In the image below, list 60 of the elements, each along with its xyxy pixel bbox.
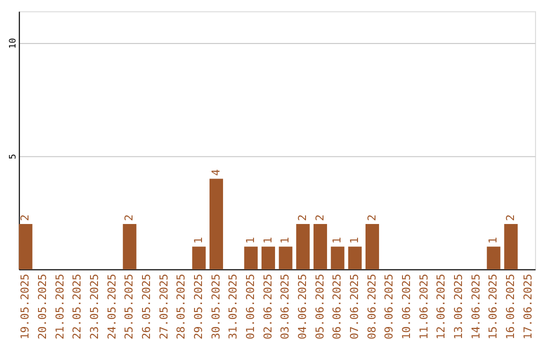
x-tick-label: 15.06.2025: [486, 274, 500, 340]
y-tick-label: 10: [8, 38, 18, 49]
x-tick-label: 21.05.2025: [53, 274, 66, 340]
bar: [244, 246, 258, 270]
x-tick-label: 27.05.2025: [157, 274, 170, 340]
x-tick-label: 19.05.2025: [18, 274, 32, 340]
y-tick-label: 5: [8, 154, 18, 160]
bar: [278, 246, 292, 270]
bar: [504, 224, 518, 270]
bar: [366, 224, 380, 270]
x-tick-label: 14.06.2025: [469, 274, 482, 340]
x-tick-label: 30.05.2025: [209, 274, 222, 340]
data-label: 2: [18, 214, 32, 222]
x-tick-label: 20.05.2025: [36, 274, 49, 340]
bar: [18, 224, 32, 270]
data-label: 1: [348, 237, 361, 244]
x-tick-label: 12.06.2025: [434, 274, 448, 340]
bar: [210, 178, 224, 270]
data-label: 1: [330, 237, 344, 244]
x-tick-label: 25.05.2025: [122, 274, 136, 340]
x-tick-label: 16.06.2025: [504, 274, 517, 340]
data-label: 2: [296, 214, 309, 222]
bar: [192, 246, 206, 270]
x-tick-label: 31.05.2025: [226, 274, 240, 340]
x-tick-label: 08.06.2025: [365, 274, 378, 340]
data-label: 2: [365, 214, 378, 222]
data-label: 4: [209, 168, 222, 176]
x-tick-label: 02.06.2025: [261, 274, 274, 340]
x-tick-label: 04.06.2025: [296, 274, 309, 340]
bar: [348, 246, 362, 270]
x-tick-label: 10.06.2025: [400, 274, 413, 340]
bar: [330, 246, 344, 270]
x-tick-label: 22.05.2025: [70, 274, 84, 340]
data-label: 2: [122, 214, 136, 222]
data-label: 1: [278, 237, 292, 244]
data-label: 1: [486, 237, 500, 244]
bar: [314, 224, 328, 270]
x-tick-label: 26.05.2025: [140, 274, 153, 340]
bar: [122, 224, 136, 270]
data-label: 2: [504, 214, 517, 222]
x-tick-label: 29.05.2025: [192, 274, 205, 340]
x-tick-label: 23.05.2025: [88, 274, 101, 340]
x-tick-label: 28.05.2025: [174, 274, 188, 340]
x-tick-label: 13.06.2025: [452, 274, 465, 340]
x-tick-label: 11.06.2025: [417, 274, 430, 340]
x-tick-label: 24.05.2025: [105, 274, 118, 340]
x-tick-label: 07.06.2025: [348, 274, 361, 340]
bar: [486, 246, 500, 270]
data-label: 2: [313, 214, 326, 222]
data-label: 1: [192, 237, 205, 244]
data-label: 1: [244, 237, 257, 244]
x-tick-label: 06.06.2025: [330, 274, 344, 340]
bar: [262, 246, 276, 270]
x-tick-label: 01.06.2025: [244, 274, 257, 340]
x-tick-label: 05.06.2025: [313, 274, 326, 340]
bar: [296, 224, 310, 270]
data-label: 1: [261, 237, 274, 244]
x-tick-label: 03.06.2025: [278, 274, 292, 340]
x-tick-label: 09.06.2025: [382, 274, 396, 340]
x-tick-label: 17.06.2025: [521, 274, 534, 340]
